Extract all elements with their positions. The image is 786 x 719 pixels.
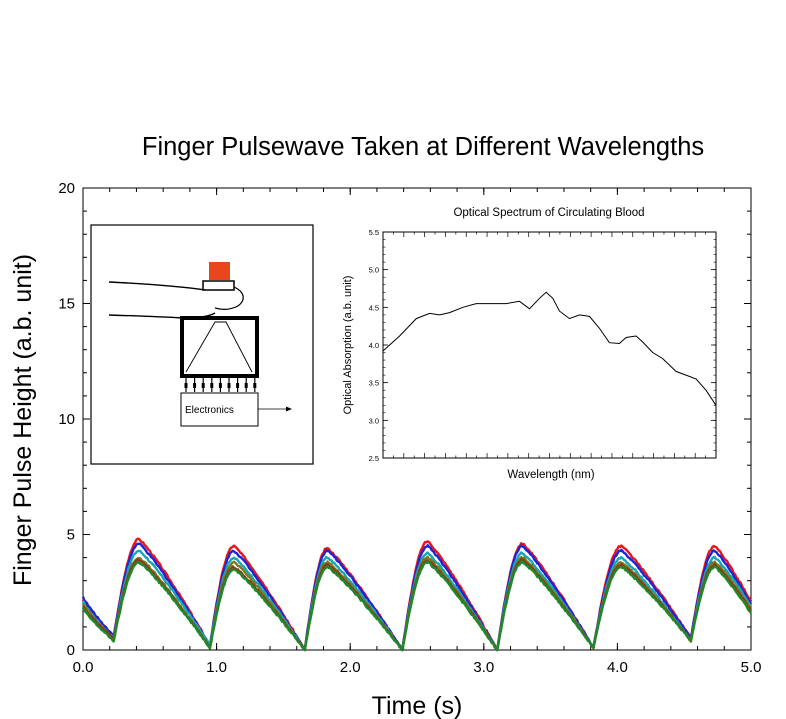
electronics-label: Electronics (185, 405, 234, 416)
detector-array (184, 376, 257, 392)
y-tick-label: 0 (67, 642, 75, 659)
output-arrow-head (286, 406, 292, 412)
pulse-series-line (81, 560, 752, 652)
x-tick-label: 3.0 (473, 659, 494, 676)
detector-pin-cap (210, 383, 214, 388)
x-tick-label: 5.0 (741, 659, 762, 676)
y-tick-label: 15 (58, 296, 75, 313)
main-axis-ticks: 0.0 1.0 2.0 3.0 4.0 5.0 0 5 10 15 20 (58, 180, 761, 676)
detector-pin-cap (253, 383, 257, 388)
inset-x-axis-label: Wavelength (nm) (507, 469, 594, 481)
light-source-block (209, 262, 230, 280)
inset-y-tick-label: 2.5 (369, 454, 379, 463)
x-tick-label: 0.0 (73, 659, 94, 676)
detector-pin-cap (218, 383, 222, 388)
inset-y-tick-label: 5.0 (369, 266, 379, 275)
spectrometer-box (180, 316, 259, 378)
detector-pin-cap (244, 383, 248, 388)
electronics-box (180, 392, 259, 427)
spectrum-inset-chart: Optical Spectrum of Circulating Blood 2.… (340, 200, 730, 490)
x-axis-label: Time (s) (372, 692, 463, 719)
inset-y-tick-label: 4.0 (369, 341, 379, 350)
sensor-inset-diagram: Electronics (90, 224, 314, 465)
detector-pin-cap (184, 383, 188, 388)
detector-pin-cap (201, 383, 205, 388)
detector-pin-cap (236, 383, 240, 388)
fiber-path (214, 286, 244, 310)
inset-y-tick-label: 4.5 (369, 303, 379, 312)
x-tick-label: 1.0 (206, 659, 227, 676)
light-source-mount (202, 280, 235, 291)
inset-chart-title: Optical Spectrum of Circulating Blood (453, 207, 644, 219)
spectrum-line (382, 291, 717, 406)
spectrum-series-group (382, 291, 717, 406)
inset-y-axis-label: Optical Absorption (a.b. unit) (342, 276, 354, 415)
detector-pin-cap (227, 383, 231, 388)
y-axis-label: Finger Pulse Height (a.b. unit) (9, 254, 37, 586)
inset-y-tick-label: 5.5 (369, 228, 379, 237)
x-tick-label: 4.0 (607, 659, 628, 676)
chart-title: Finger Pulsewave Taken at Different Wave… (142, 133, 704, 161)
spectrum-inset-background (340, 200, 730, 490)
y-tick-label: 20 (58, 180, 75, 197)
x-tick-label: 2.0 (340, 659, 361, 676)
inset-axis-ticks: 2.5 3.0 3.5 4.0 4.5 5.0 5.5 (369, 228, 717, 463)
inset-y-tick-label: 3.0 (369, 416, 379, 425)
y-tick-label: 5 (67, 527, 75, 544)
detector-pin-cap (193, 383, 197, 388)
inset-y-tick-label: 3.5 (369, 379, 379, 388)
y-tick-label: 10 (58, 411, 75, 428)
light-path-lines (185, 321, 253, 373)
pulse-series-group (81, 537, 753, 652)
